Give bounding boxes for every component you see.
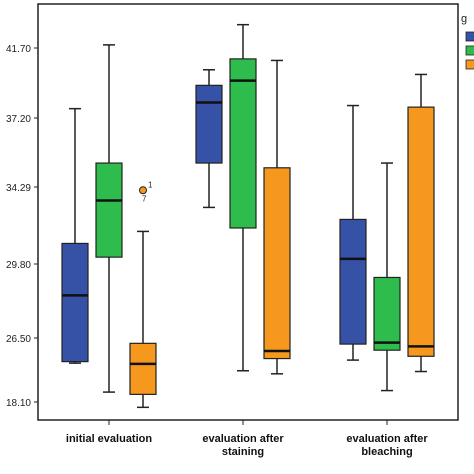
- box-iqr: [263, 167, 291, 360]
- y-tick-label: 34.29: [6, 183, 31, 194]
- box-plot-item: [373, 162, 401, 392]
- x-axis: initial evaluation evaluation afterstaini…: [66, 420, 428, 458]
- box-plot-item: [195, 69, 223, 209]
- box-iqr: [339, 218, 367, 345]
- legend-swatch: [465, 59, 474, 70]
- x-tick-label: staining: [222, 446, 264, 458]
- y-tick-label: 18.10: [6, 398, 31, 409]
- outlier-sublabel: 7: [142, 194, 147, 203]
- box-plot-item: [95, 44, 123, 393]
- y-tick-label: 41.70: [6, 44, 31, 55]
- box-iqr: [129, 342, 157, 395]
- x-tick-label: bleaching: [361, 446, 412, 458]
- legend: g: [461, 13, 474, 70]
- x-tick-label: evaluation after: [346, 433, 428, 445]
- box-plot-item: [229, 23, 257, 372]
- box-iqr: [195, 84, 223, 164]
- legend-swatch: [465, 45, 474, 56]
- y-tick-label: 37.20: [6, 114, 31, 125]
- outlier-point: [139, 186, 147, 195]
- y-tick-label: 26.50: [6, 334, 31, 345]
- box-plot-item: [129, 230, 157, 409]
- box-plot-item: [263, 59, 291, 375]
- box-iqr: [95, 162, 123, 258]
- box-series: 17: [61, 23, 435, 409]
- outlier-label: 1: [148, 180, 153, 189]
- y-tick-label: 29.80: [6, 260, 31, 271]
- y-axis: 18.10 26.50 29.80 34.29 37.20 41.70: [6, 44, 38, 409]
- box-plot-item: [407, 73, 435, 373]
- box-plot-item: [339, 104, 367, 361]
- legend-swatch: [465, 31, 474, 42]
- box-iqr: [61, 242, 89, 363]
- box-iqr: [229, 58, 257, 229]
- x-tick-label: initial evaluation: [66, 433, 152, 445]
- legend-title: g: [461, 13, 467, 25]
- box-iqr: [407, 106, 435, 357]
- box-plot-item: [61, 107, 89, 364]
- box-iqr: [373, 276, 401, 351]
- x-tick-label: evaluation after: [202, 433, 284, 445]
